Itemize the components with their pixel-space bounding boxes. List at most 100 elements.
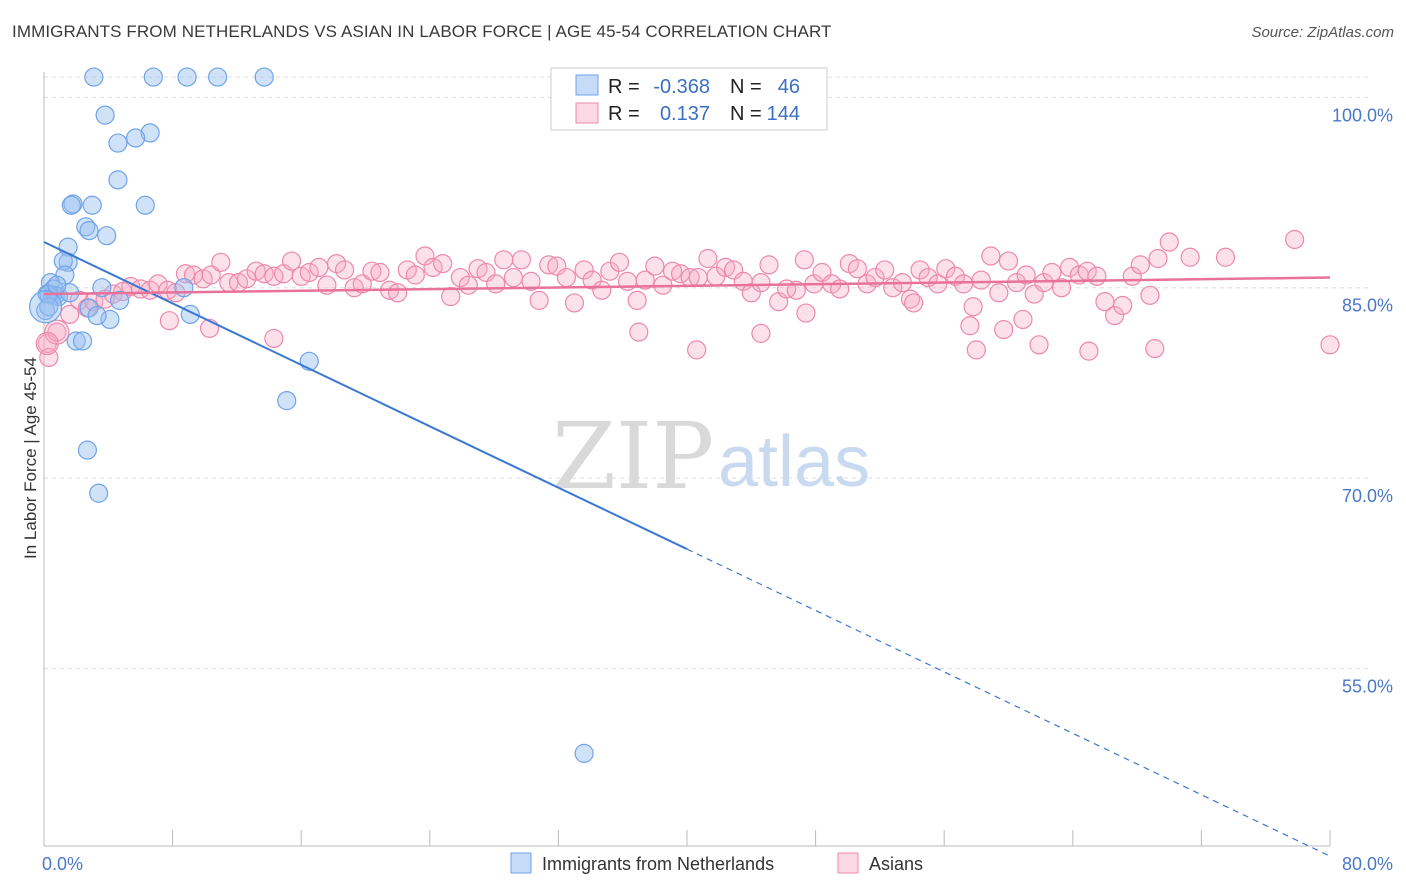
legend-swatch-netherlands [510, 852, 532, 874]
asians-point [751, 273, 771, 293]
y-axis-title: In Labor Force | Age 45-54 [21, 357, 40, 559]
netherlands-point [109, 290, 130, 310]
asians-point [847, 259, 867, 279]
gridlines [44, 76, 1370, 669]
asians-point [635, 270, 655, 290]
asians-point [759, 255, 779, 275]
stats-n-label-blue: N = [730, 76, 762, 98]
asians-point [69, 290, 89, 310]
asians-point [910, 260, 930, 280]
netherlands-point [177, 67, 197, 87]
netherlands-point [77, 440, 98, 460]
asians-point [687, 340, 707, 360]
asians-point [511, 250, 532, 270]
netherlands-point [29, 290, 63, 324]
trend-line-asians [43, 276, 1331, 296]
asians-point [299, 262, 319, 283]
asians-point [159, 311, 179, 331]
asians-point [529, 290, 549, 310]
asians-point [629, 322, 649, 342]
asians-point [405, 265, 425, 285]
asians-point [582, 270, 602, 290]
y-tick-labels: 100.0% 85.0% 70.0% 55.0% [1332, 105, 1393, 696]
stats-r-value-blue: -0.368 [653, 76, 710, 98]
stats-legend-swatch-pink [575, 102, 599, 124]
chart-source: Source: ZipAtlas.com [1251, 24, 1394, 41]
netherlands-point [174, 278, 194, 298]
stats-r-label-pink: R = [608, 103, 640, 125]
bottom-legend: Immigrants from Netherlands Asians [510, 852, 923, 874]
stats-r-label-blue: R = [608, 76, 640, 98]
netherlands-point [140, 123, 160, 143]
asians-point [441, 286, 461, 307]
asians-point [423, 257, 443, 278]
asians-point [236, 269, 257, 289]
netherlands-point [72, 331, 93, 351]
series-asians [35, 229, 1340, 368]
asians-point [60, 304, 80, 324]
asians-point [1029, 335, 1049, 355]
netherlands-point [135, 195, 155, 215]
asians-point [503, 267, 523, 288]
asians-point [433, 253, 453, 274]
x-axis-ticks [43, 830, 1331, 846]
asians-point [989, 283, 1009, 303]
netherlands-point [76, 217, 96, 237]
asians-point [900, 289, 921, 309]
asians-point [688, 267, 708, 288]
netherlands-point [100, 309, 120, 330]
netherlands-point [82, 195, 102, 215]
asians-point [1215, 247, 1236, 267]
asians-point [953, 274, 974, 294]
asians-point [494, 250, 514, 270]
stats-n-value-pink: 144 [767, 103, 800, 125]
asians-point [574, 260, 594, 280]
y-tick-label: 85.0% [1342, 296, 1393, 316]
legend-swatch-asians [837, 852, 859, 874]
asians-point [1140, 285, 1160, 305]
asians-point [751, 323, 771, 343]
asians-point [998, 251, 1019, 271]
asians-point [1130, 255, 1150, 275]
netherlands-point [97, 226, 117, 246]
asians-point [521, 271, 541, 291]
asians-point [175, 264, 196, 284]
asians-point [904, 293, 924, 313]
asians-point [486, 274, 506, 294]
asians-point [875, 260, 895, 280]
asians-point [1148, 248, 1168, 269]
netherlands-point [89, 483, 109, 503]
asians-point [370, 262, 390, 283]
asians-point [966, 340, 986, 360]
netherlands-point [36, 300, 56, 321]
stats-legend-swatch-blue [575, 74, 599, 96]
asians-point [309, 257, 329, 278]
x-tick-label-max: 80.0% [1342, 854, 1393, 874]
asians-point [1285, 229, 1305, 250]
asians-point [415, 246, 435, 266]
asians-point [1087, 266, 1107, 286]
netherlands-point [277, 391, 297, 411]
asians-point [564, 293, 585, 313]
asians-point [1034, 273, 1054, 293]
x-tick-label-min: 0.0% [42, 854, 83, 874]
trend-lines [43, 241, 1331, 857]
asians-point [698, 248, 718, 269]
y-tick-label: 70.0% [1342, 486, 1393, 506]
asians-point [1180, 247, 1200, 267]
asians-point [971, 270, 991, 290]
asians-point [786, 280, 806, 300]
stats-n-label-pink: N = [730, 103, 762, 125]
asians-point [960, 316, 980, 336]
netherlands-point [79, 221, 99, 241]
asians-point [796, 303, 816, 323]
y-tick-label: 55.0% [1342, 676, 1393, 696]
asians-point [1159, 232, 1179, 252]
asians-point [1016, 265, 1036, 285]
legend-label-netherlands: Immigrants from Netherlands [542, 854, 774, 874]
asians-point [450, 267, 470, 288]
asians-point [1320, 335, 1340, 355]
asians-point [35, 331, 59, 356]
netherlands-point [66, 331, 86, 351]
asians-point [539, 255, 559, 275]
